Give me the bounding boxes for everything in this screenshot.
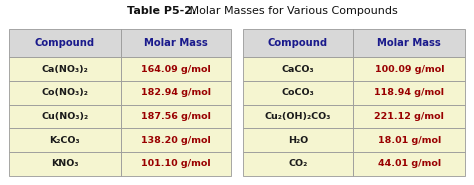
Text: Cu₂(OH)₂CO₃: Cu₂(OH)₂CO₃ [264, 112, 331, 121]
Text: Compound: Compound [268, 38, 328, 48]
Text: CaCO₃: CaCO₃ [282, 65, 314, 74]
Text: Co(NO₃)₂: Co(NO₃)₂ [41, 88, 88, 97]
Text: 101.10 g/mol: 101.10 g/mol [141, 159, 211, 168]
Text: KNO₃: KNO₃ [51, 159, 79, 168]
Text: CO₂: CO₂ [288, 159, 308, 168]
Text: 187.56 g/mol: 187.56 g/mol [141, 112, 211, 121]
Text: CoCO₃: CoCO₃ [282, 88, 314, 97]
Text: 44.01 g/mol: 44.01 g/mol [378, 159, 441, 168]
Text: 118.94 g/mol: 118.94 g/mol [374, 88, 444, 97]
Text: Compound: Compound [35, 38, 95, 48]
Text: 18.01 g/mol: 18.01 g/mol [378, 136, 441, 145]
Text: 100.09 g/mol: 100.09 g/mol [374, 65, 444, 74]
Text: Table P5-2.: Table P5-2. [127, 6, 196, 16]
Text: 221.12 g/mol: 221.12 g/mol [374, 112, 444, 121]
Text: Molar Mass: Molar Mass [144, 38, 208, 48]
Text: 182.94 g/mol: 182.94 g/mol [141, 88, 211, 97]
Text: Cu(NO₃)₂: Cu(NO₃)₂ [41, 112, 88, 121]
Text: Molar Mass: Molar Mass [377, 38, 441, 48]
Text: 164.09 g/mol: 164.09 g/mol [141, 65, 211, 74]
Text: Molar Masses for Various Compounds: Molar Masses for Various Compounds [186, 6, 398, 16]
Text: K₂CO₃: K₂CO₃ [49, 136, 80, 145]
Text: Ca(NO₃)₂: Ca(NO₃)₂ [41, 65, 88, 74]
Text: H₂O: H₂O [288, 136, 308, 145]
Text: 138.20 g/mol: 138.20 g/mol [141, 136, 211, 145]
